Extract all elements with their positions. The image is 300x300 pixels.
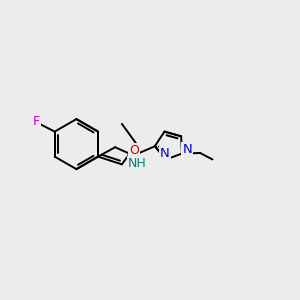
Text: N: N: [182, 143, 192, 156]
Text: NH: NH: [128, 157, 146, 170]
Text: O: O: [129, 144, 139, 157]
Text: N: N: [160, 147, 170, 160]
Text: F: F: [33, 115, 40, 128]
